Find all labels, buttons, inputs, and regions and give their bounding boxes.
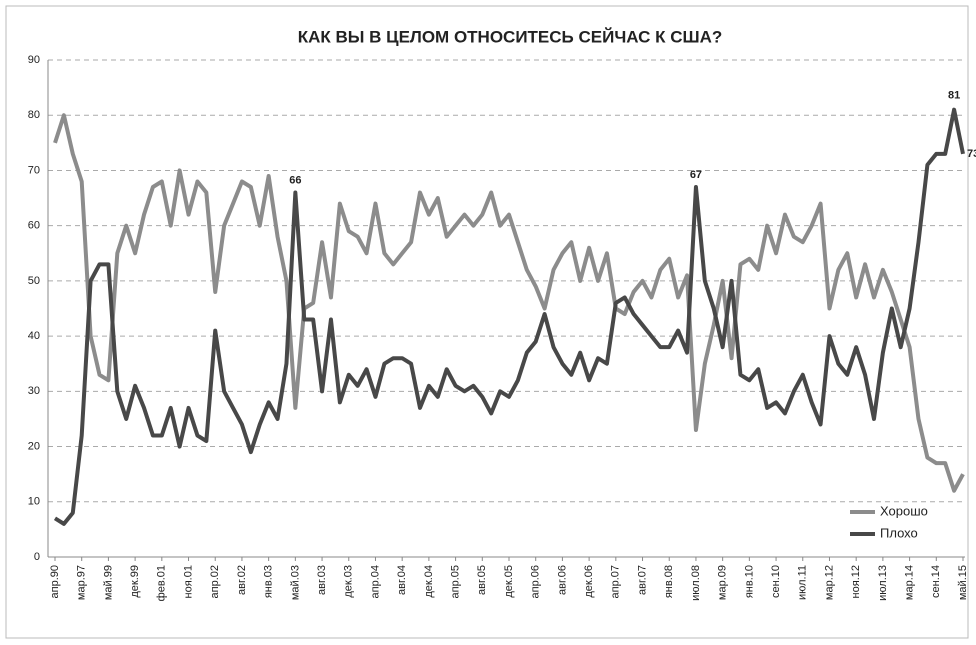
x-tick-label: апр.02 [209,565,221,598]
y-tick-label: 70 [28,164,40,176]
x-tick-label: дек.99 [129,565,141,598]
x-tick-label: дек.05 [503,565,515,598]
x-tick-label: мар.12 [823,565,835,600]
x-tick-label: ноя.01 [182,565,194,598]
series-line [53,113,965,493]
x-tick-label: авг.04 [396,565,408,595]
y-tick-label: 50 [28,275,40,287]
chart-title: КАК ВЫ В ЦЕЛОМ ОТНОСИТЕСЬ СЕЙЧАС К США? [298,27,723,46]
y-tick-label: 30 [28,385,40,397]
y-tick-label: 20 [28,440,40,452]
chart-border [5,5,969,639]
x-tick-label: апр.07 [610,565,622,598]
y-tick-label: 10 [28,496,40,508]
series-line [53,107,965,526]
x-tick-label: авг.05 [476,565,488,595]
x-tick-label: сен.10 [770,565,782,598]
y-tick-label: 40 [28,330,40,342]
data-label: 73 [967,148,976,160]
x-tick-label: май.99 [102,565,114,600]
x-tick-label: апр.90 [49,565,61,598]
x-tick-label: апр.04 [369,565,381,598]
y-tick-label: 0 [34,551,40,563]
x-tick-label: авг.02 [236,565,248,595]
x-tick-label: июл.08 [690,565,702,601]
x-tick-label: май.15 [957,565,969,600]
x-tick-label: янв.10 [743,565,755,598]
x-tick-label: июл.13 [877,565,889,601]
x-tick-label: мар.97 [76,565,88,600]
y-tick-label: 60 [28,220,40,232]
x-tick-label: авг.03 [316,565,328,595]
x-tick-label: июл.11 [797,565,809,600]
y-tick-label: 90 [28,54,40,66]
x-tick-label: сен.14 [930,565,942,598]
x-tick-label: янв.03 [263,565,275,598]
legend-label: Плохо [880,525,918,540]
x-tick-label: дек.06 [583,565,595,598]
x-tick-label: май.03 [289,565,301,600]
x-tick-label: апр.05 [449,565,461,598]
x-tick-label: дек.04 [423,565,435,598]
x-tick-label: авг.06 [556,565,568,595]
x-tick-label: апр.06 [530,565,542,598]
y-tick-label: 80 [28,109,40,121]
data-label: 81 [948,90,960,102]
x-tick-label: янв.08 [663,565,675,598]
x-tick-label: дек.03 [343,565,355,598]
x-tick-label: фев.01 [156,565,168,601]
x-tick-label: мар.09 [717,565,729,600]
x-tick-label: ноя.12 [850,565,862,598]
x-tick-label: мар.14 [903,565,915,600]
legend-label: Хорошо [880,503,928,518]
data-label: 67 [690,169,702,181]
data-label: 66 [289,174,301,186]
x-tick-label: авг.07 [636,565,648,595]
